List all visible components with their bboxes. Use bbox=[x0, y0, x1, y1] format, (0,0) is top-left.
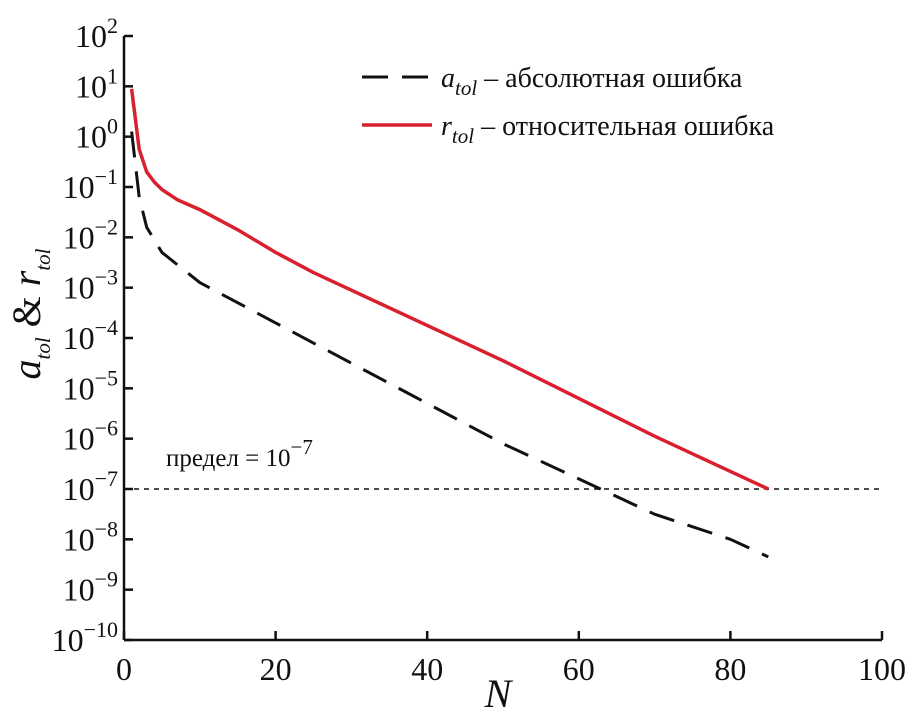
y-tick-label: 102 bbox=[75, 13, 118, 54]
x-tick-label: 60 bbox=[563, 651, 595, 687]
y-tick-label: 100 bbox=[75, 114, 118, 155]
series-line-a-tol bbox=[130, 131, 769, 559]
data-lines bbox=[124, 88, 882, 559]
y-tick-label: 10−8 bbox=[63, 516, 118, 557]
y-tick-label: 10−2 bbox=[63, 214, 118, 255]
y-tick-label: 10−10 bbox=[52, 617, 118, 658]
x-tick-label: 20 bbox=[260, 651, 292, 687]
y-tick-label: 10−4 bbox=[63, 315, 118, 356]
y-tick-label: 10−6 bbox=[63, 416, 118, 457]
y-tick-label: 10−3 bbox=[63, 265, 118, 306]
x-tick-label: 0 bbox=[116, 651, 132, 687]
x-tick-label: 100 bbox=[858, 651, 906, 687]
threshold-label: предел = 10−7 bbox=[166, 435, 313, 472]
ticks: 0 20 40 60 80 100 102 101 100 10−1 10−2 10−3 10−4 10−… bbox=[52, 13, 906, 687]
y-tick-label: 101 bbox=[75, 63, 118, 104]
legend-label-a-tol: atol – абсолютная ошибка bbox=[441, 63, 743, 100]
y-axis-title: atol & rtol bbox=[4, 248, 55, 379]
y-tick-label: 10−1 bbox=[63, 164, 118, 205]
x-tick-label: 40 bbox=[411, 651, 443, 687]
legend-label-r-tol: rtol – относительная ошибка bbox=[441, 111, 775, 148]
series-line-r-tol bbox=[129, 88, 770, 491]
legend: atol – абсолютная ошибка rtol – относите… bbox=[362, 63, 775, 148]
x-axis-title: N bbox=[484, 671, 514, 716]
y-tick-label: 10−9 bbox=[63, 567, 118, 608]
x-tick-label: 80 bbox=[714, 651, 746, 687]
y-tick-label: 10−5 bbox=[63, 365, 118, 406]
y-tick-label: 10−7 bbox=[63, 466, 118, 507]
